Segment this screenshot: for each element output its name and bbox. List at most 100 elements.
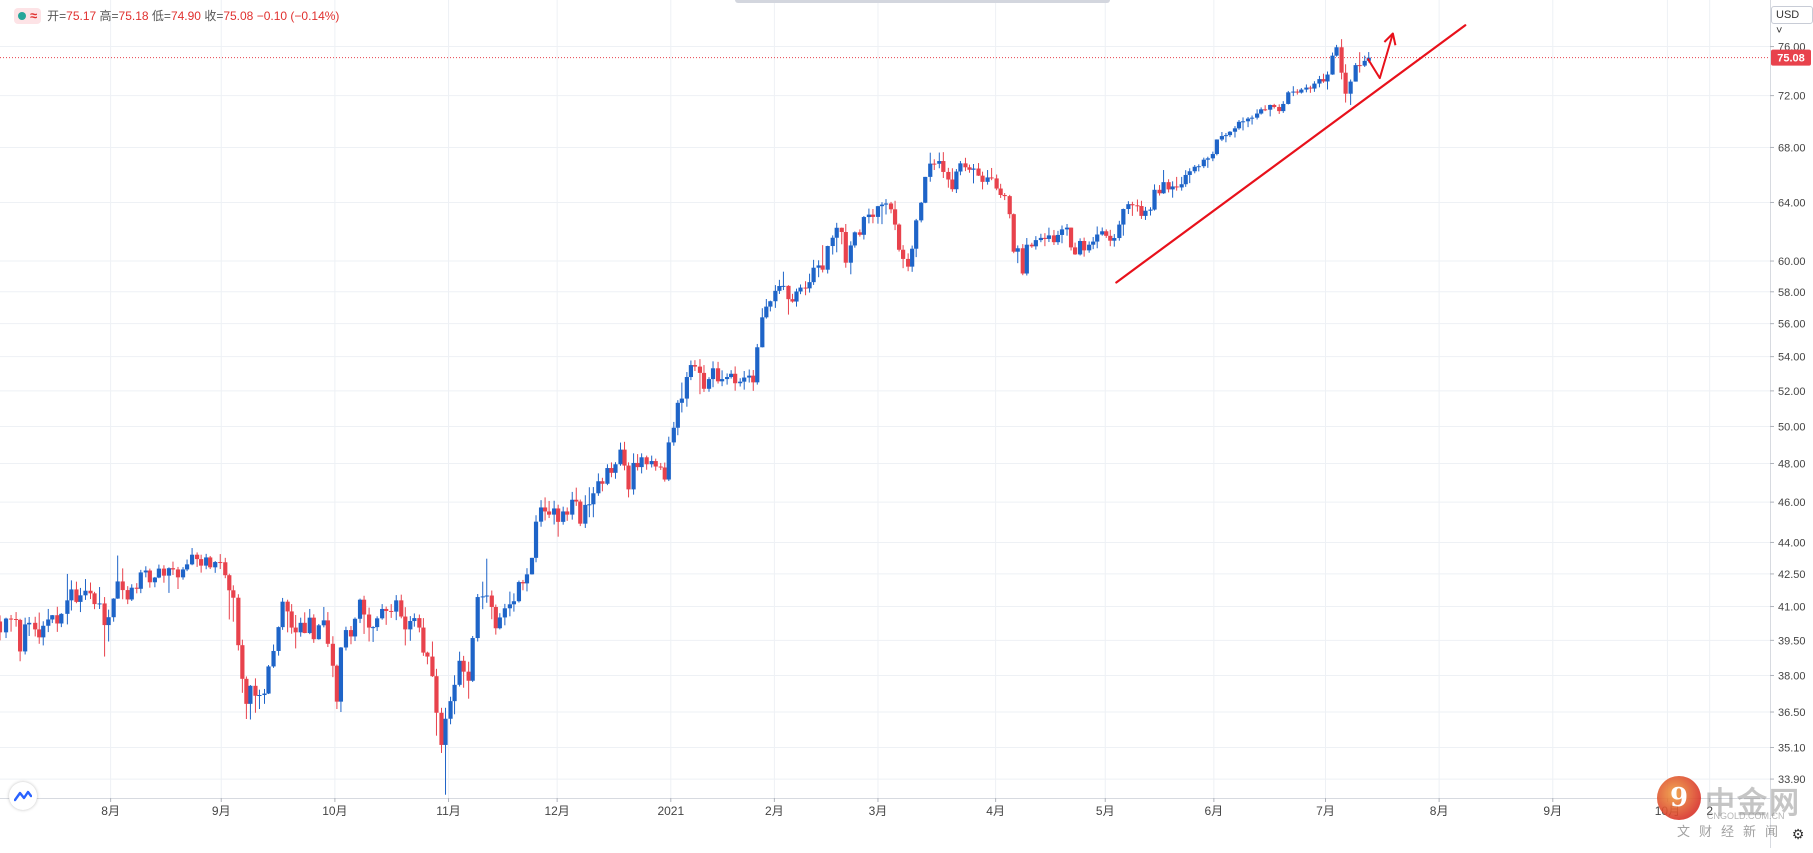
candle-body: [37, 629, 42, 638]
currency-button[interactable]: USD ˅: [1771, 6, 1813, 37]
candle-down: [1068, 227, 1074, 251]
candle-up: [371, 626, 376, 642]
wave-icon: ≈: [30, 7, 38, 23]
candle-up: [1015, 245, 1020, 264]
candle-body: [1029, 244, 1034, 247]
time-axis[interactable]: 8月9月10月11月12月20212月3月4月5月6月7月8月9月10月2: [0, 798, 1770, 848]
trendline[interactable]: [1115, 24, 1467, 284]
time-axis-bg: [0, 798, 1770, 848]
candle-down: [466, 661, 471, 699]
candle-up: [919, 201, 924, 223]
legend-toggle[interactable]: ≈: [14, 7, 42, 24]
candle-down: [231, 585, 236, 622]
candle-up: [1255, 109, 1260, 120]
candle-down: [1072, 242, 1078, 255]
y-tick-label: 46.00: [1778, 497, 1806, 509]
top-toolbar-handle[interactable]: [735, 0, 1110, 3]
candle-body: [507, 604, 512, 609]
arrow-path[interactable]: [1366, 33, 1394, 80]
price-axis[interactable]: 76.0072.0068.0064.0060.0058.0056.0054.00…: [1770, 0, 1813, 848]
candle-body: [807, 282, 812, 289]
candle-up: [1259, 107, 1264, 115]
high-value: 75.18: [118, 9, 149, 23]
candle-down: [790, 293, 795, 303]
candle-up: [1121, 208, 1126, 236]
candle-up: [1201, 157, 1206, 169]
candle-down: [199, 554, 204, 573]
candle-up: [65, 573, 70, 625]
candle-body: [538, 507, 544, 522]
candle-body: [1362, 60, 1367, 66]
candle-up: [394, 595, 399, 621]
candle-up: [1091, 237, 1096, 250]
candle-body: [781, 285, 786, 287]
candle-up: [538, 500, 544, 527]
candle-body: [980, 175, 985, 182]
candle-body: [1082, 240, 1087, 251]
candle-down: [609, 462, 614, 478]
candle-body: [65, 600, 70, 614]
candle-down: [839, 227, 844, 245]
candle-body: [223, 562, 228, 576]
candle-up: [675, 400, 680, 436]
candle-body: [371, 627, 376, 629]
candle-body: [1143, 210, 1148, 216]
candle-body: [1205, 158, 1210, 160]
candle-body: [768, 301, 773, 307]
candle-body: [443, 718, 448, 745]
candle-up: [1325, 71, 1330, 90]
candle-body: [1170, 186, 1175, 190]
candle-body: [1201, 159, 1206, 167]
candle-body: [794, 291, 799, 302]
candle-down: [289, 604, 294, 634]
tradingview-logo-button[interactable]: [9, 782, 37, 810]
candle-body: [55, 615, 60, 624]
candle-body: [138, 572, 143, 589]
candle-down: [565, 507, 570, 521]
candle-body: [189, 554, 195, 565]
candle-body: [950, 179, 955, 190]
candle-body: [600, 481, 605, 484]
candle-up: [316, 623, 321, 640]
candle-up: [156, 564, 161, 579]
candle-body: [1038, 237, 1043, 241]
candle-body: [1055, 234, 1061, 243]
candle-body: [1312, 83, 1317, 89]
candle-body: [1108, 235, 1113, 241]
candle-up: [1219, 131, 1225, 142]
candle-body: [666, 442, 671, 480]
candle-body: [1051, 235, 1057, 243]
x-tick-label: 2021: [657, 804, 684, 818]
candle-up: [1210, 151, 1215, 162]
gear-icon[interactable]: ⚙: [1791, 826, 1805, 842]
y-tick-label: 68.00: [1778, 142, 1806, 154]
candle-up: [69, 580, 74, 611]
candle-up: [1353, 63, 1358, 82]
candle-up: [533, 515, 539, 563]
candle-body: [134, 587, 139, 589]
candle-up: [408, 616, 413, 641]
candle-body: [257, 695, 262, 697]
candle-body: [1157, 189, 1162, 194]
y-tick-label: 64.00: [1778, 197, 1806, 209]
candle-body: [994, 178, 999, 189]
candle-up: [781, 271, 786, 291]
candle-up: [816, 260, 821, 278]
candle-down: [1002, 193, 1007, 201]
arrow-head[interactable]: [1383, 32, 1397, 46]
candle-body: [760, 317, 765, 348]
low-value: 74.90: [170, 9, 201, 23]
candle-body: [547, 511, 552, 515]
candle-body: [613, 464, 618, 473]
drawings[interactable]: [1115, 24, 1467, 284]
candle-body: [1148, 209, 1153, 211]
close-value: 75.08: [223, 9, 254, 23]
candle-up: [958, 161, 963, 176]
candle-up: [1046, 227, 1052, 243]
low-label: 低=: [151, 9, 171, 23]
candle-up: [1055, 230, 1061, 245]
candle-body: [946, 171, 951, 180]
candle-body: [266, 666, 271, 694]
